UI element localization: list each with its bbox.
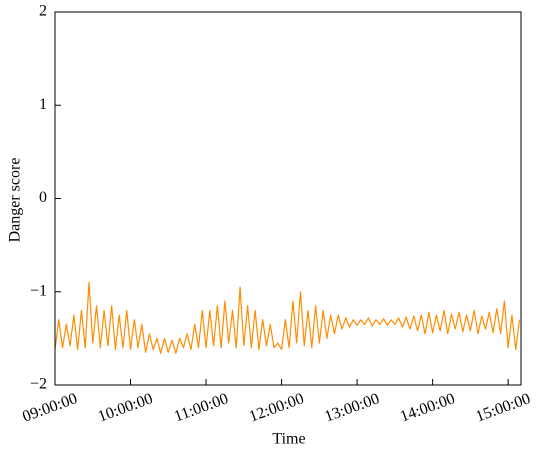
x-tick-label: 13:00:00 — [322, 390, 381, 425]
x-tick-label: 11:00:00 — [172, 390, 231, 425]
series-line — [54, 281, 521, 354]
y-tick-label: 1 — [39, 96, 47, 113]
y-tick-label: 0 — [39, 189, 47, 206]
x-tick-label: 10:00:00 — [96, 390, 155, 425]
x-tick-label: 15:00:00 — [474, 390, 533, 425]
x-axis-title: Time — [272, 431, 305, 448]
plot-frame — [54, 11, 522, 386]
y-tick-label: −2 — [30, 376, 47, 393]
y-axis-title: Danger score — [7, 158, 24, 243]
x-tick-label: 12:00:00 — [247, 390, 306, 425]
x-tick-label: 09:00:00 — [20, 390, 79, 425]
y-tick-label: 2 — [39, 3, 47, 20]
y-tick-label: −1 — [30, 282, 47, 299]
x-tick-label: 14:00:00 — [398, 390, 457, 425]
